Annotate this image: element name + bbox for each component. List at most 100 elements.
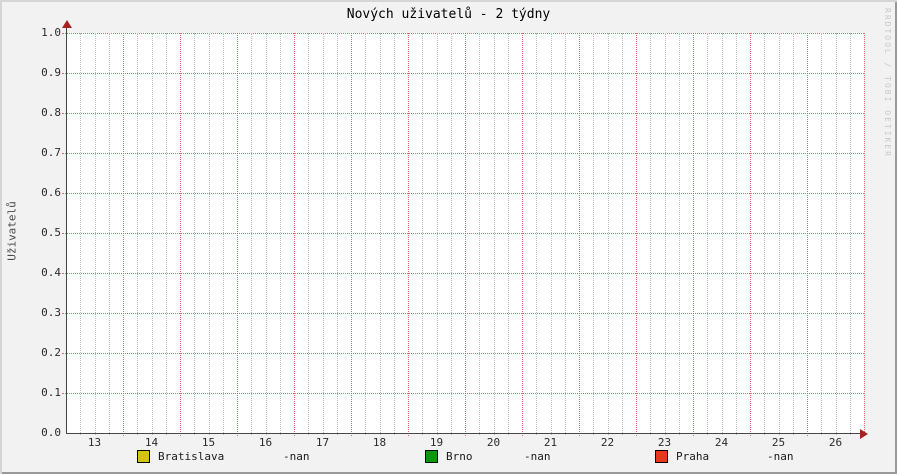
grid-vline-minor [280, 33, 281, 435]
grid-vline-minor [152, 33, 153, 435]
grid-vline-minor [494, 33, 495, 435]
grid-vline-minor [679, 33, 680, 435]
legend: Bratislava -nan Brno -nan Praha -nan [0, 449, 897, 465]
grid-vline-minor [209, 33, 210, 435]
x-tick-label: 24 [714, 436, 729, 449]
grid-vline-minor [266, 33, 267, 435]
x-tick-label: 23 [657, 436, 672, 449]
grid-vline-minor [479, 33, 480, 435]
grid-vline-major [408, 33, 409, 436]
grid-vline-major [522, 33, 523, 436]
legend-item-brno: Brno -nan [425, 449, 551, 463]
grid-vline-minor [308, 33, 309, 435]
y-axis-title: Uživatelů [5, 201, 19, 261]
grid-vline-minor [508, 33, 509, 435]
y-tick-label: 0.7 [41, 146, 61, 159]
x-tick-label: 19 [429, 436, 444, 449]
grid-vline-major [351, 33, 352, 436]
grid-hline-major [62, 153, 864, 154]
grid-hline-major [62, 193, 864, 194]
grid-vline-minor [451, 33, 452, 435]
legend-label-praha: Praha [676, 449, 710, 463]
y-tick-label: 0.9 [41, 66, 61, 79]
y-tick-label: 0.3 [41, 306, 61, 319]
grid-vline-minor [337, 33, 338, 435]
grid-vline-major [465, 33, 466, 436]
x-tick-label: 26 [828, 436, 843, 449]
grid-vline-major [636, 33, 637, 436]
legend-swatch-praha [655, 449, 668, 463]
grid-vline-minor [665, 33, 666, 435]
grid-vline-minor [565, 33, 566, 435]
x-tick-label: 18 [372, 436, 387, 449]
x-tick-label: 16 [258, 436, 273, 449]
grid-vline-minor [779, 33, 780, 435]
x-tick-label: 13 [87, 436, 102, 449]
legend-item-bratislava: Bratislava -nan [137, 449, 310, 463]
grid-vline-minor [109, 33, 110, 435]
grid-vline-minor [394, 33, 395, 435]
x-tick-label: 25 [771, 436, 786, 449]
legend-label-bratislava: Bratislava [158, 449, 225, 463]
y-tick-label: 0.6 [41, 186, 61, 199]
x-axis-arrow-icon [860, 429, 868, 439]
grid-vline-minor [622, 33, 623, 435]
rrdtool-watermark: RRDTOOL / TOBI OETIKER [883, 8, 892, 158]
grid-hline-major [62, 73, 864, 74]
y-axis-line [66, 26, 67, 434]
y-axis-arrow-icon [62, 20, 72, 28]
legend-label-brno: Brno [446, 449, 473, 463]
grid-vline-minor [836, 33, 837, 435]
y-tick-label: 0.5 [41, 226, 61, 239]
grid-vline-major [750, 33, 751, 436]
grid-hline-major [62, 393, 864, 394]
grid-hline-major [62, 33, 864, 34]
grid-vline-major [237, 33, 238, 436]
grid-hline-major [62, 273, 864, 274]
grid-vline-minor [608, 33, 609, 435]
legend-swatch-bratislava [137, 449, 150, 463]
grid-vline-minor [650, 33, 651, 435]
x-axis-line [66, 433, 862, 434]
chart-title: Nových uživatelů - 2 týdny [346, 7, 551, 22]
grid-vline-minor [80, 33, 81, 435]
grid-vline-minor [764, 33, 765, 435]
grid-hline-major [62, 313, 864, 314]
grid-vline-major [123, 33, 124, 436]
grid-vline-minor [437, 33, 438, 435]
y-tick-label: 0.4 [41, 266, 61, 279]
grid-vline-major [693, 33, 694, 436]
legend-swatch-brno [425, 449, 438, 463]
grid-vline-major [180, 33, 181, 436]
legend-value-praha: -nan [767, 449, 794, 463]
x-tick-label: 21 [543, 436, 558, 449]
grid-vline-minor [551, 33, 552, 435]
grid-vline-minor [793, 33, 794, 435]
grid-vline-minor [323, 33, 324, 435]
y-tick-label: 0.8 [41, 106, 61, 119]
x-tick-label: 15 [201, 436, 216, 449]
legend-value-brno: -nan [524, 449, 551, 463]
grid-vline-major [579, 33, 580, 436]
grid-vline-minor [166, 33, 167, 435]
x-tick-label: 22 [600, 436, 615, 449]
x-tick-label: 14 [144, 436, 159, 449]
grid-vline-minor [422, 33, 423, 435]
grid-hline-major [62, 353, 864, 354]
y-tick-label: 0.2 [41, 346, 61, 359]
grid-vline-minor [365, 33, 366, 435]
y-tick-label: 1.0 [41, 26, 61, 39]
grid-vline-minor [95, 33, 96, 435]
grid-vline-minor [722, 33, 723, 435]
grid-vline-minor [736, 33, 737, 435]
grid-vline-minor [821, 33, 822, 435]
legend-value-bratislava: -nan [283, 449, 310, 463]
x-tick-label: 17 [315, 436, 330, 449]
grid-hline-major [62, 113, 864, 114]
grid-hline-major [62, 233, 864, 234]
grid-vline-minor [251, 33, 252, 435]
grid-vline-minor [536, 33, 537, 435]
grid-vline-minor [223, 33, 224, 435]
grid-vline-minor [707, 33, 708, 435]
grid-vline-minor [137, 33, 138, 435]
